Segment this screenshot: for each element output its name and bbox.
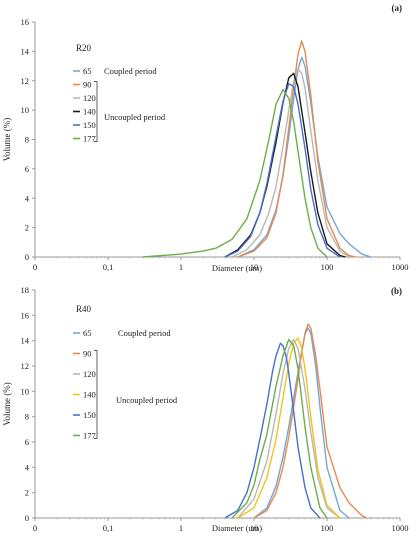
series-line-90 [237, 40, 357, 258]
legend-entry-65: 65 [83, 328, 92, 338]
y-tick-label: 6 [25, 164, 29, 174]
x-axis-label: Diameter (um) [212, 263, 262, 273]
x-tick-label: 0,1 [103, 523, 114, 533]
chart-panel-b: 0 2 4 6 8 10 12 14 16 18 0 0,1 1 10 100 1000 Volume (%) D… [2, 285, 409, 533]
legend-bracket [94, 81, 98, 142]
series-line-150 [224, 83, 341, 258]
y-tick-label: 12 [21, 76, 30, 86]
x-tick-label: 10 [250, 523, 259, 533]
y-tick-label: 8 [25, 412, 29, 422]
x-tick-label: 0 [33, 523, 37, 533]
series-line-177 [231, 338, 328, 519]
x-tick-label: 0,1 [103, 262, 114, 272]
panel-label: (a) [392, 3, 403, 13]
x-tick-label: 100 [321, 523, 334, 533]
legend-entry-120: 120 [83, 93, 96, 103]
x-tick-label: 1000 [392, 262, 409, 272]
panel-label: (b) [391, 286, 402, 296]
y-tick-label: 4 [25, 193, 30, 203]
series-line-90 [253, 323, 368, 519]
series-line-120 [231, 68, 350, 258]
series-line-120 [237, 338, 341, 519]
legend-entry-150: 150 [83, 120, 96, 130]
legend-entry-65: 65 [83, 66, 92, 76]
legend-group-label: R20 [76, 43, 92, 53]
x-tick-label: 100 [321, 262, 334, 272]
legend-bracket [94, 350, 98, 439]
legend-uncoupled-label: Uncoupled period [104, 112, 166, 122]
legend-entry-150: 150 [83, 410, 96, 420]
chart-panel-a: 0 2 4 6 8 10 12 14 16 0 0,1 1 10 100 1000 Volume (%) Dia… [2, 3, 409, 273]
y-tick-label: 6 [25, 437, 29, 447]
legend-entry-177: 177 [83, 431, 96, 441]
y-tick-label: 18 [21, 285, 30, 295]
series-line-150 [224, 342, 321, 519]
y-tick-label: 10 [21, 386, 30, 396]
y-tick-label: 0 [25, 513, 29, 523]
x-tick-label: 0 [33, 262, 37, 272]
legend-entry-177: 177 [83, 134, 96, 144]
series-line-140 [237, 337, 341, 519]
legend-uncoupled-label: Uncoupled period [116, 395, 178, 405]
y-tick-label: 12 [21, 361, 30, 371]
y-tick-label: 10 [21, 105, 30, 115]
x-axis-label: Diameter (um) [212, 523, 262, 533]
x-tick-label: 1 [179, 262, 183, 272]
y-tick-label: 0 [25, 252, 29, 262]
series-line-177 [142, 88, 328, 258]
y-axis-label: Volume (%) [2, 382, 12, 426]
legend-entry-120: 120 [83, 369, 96, 379]
x-tick-label: 1 [179, 523, 183, 533]
y-axis-label: Volume (%) [2, 118, 12, 162]
legend-group-label: R40 [76, 304, 92, 314]
x-tick-label: 1000 [392, 523, 409, 533]
y-tick-label: 2 [25, 488, 29, 498]
y-tick-label: 16 [21, 310, 30, 320]
y-tick-label: 16 [21, 17, 30, 27]
y-tick-label: 4 [25, 462, 30, 472]
legend-entry-90: 90 [83, 349, 92, 359]
y-tick-label: 14 [21, 46, 30, 56]
legend-coupled-label: Coupled period [118, 328, 171, 338]
legend-entry-140: 140 [83, 390, 96, 400]
legend-entry-90: 90 [83, 80, 92, 90]
y-tick-label: 8 [25, 135, 29, 145]
x-tick-label: 10 [250, 262, 259, 272]
series-line-65 [237, 56, 372, 258]
y-tick-label: 2 [25, 223, 29, 233]
legend-coupled-label: Coupled period [104, 66, 157, 76]
y-tick-label: 14 [21, 336, 30, 346]
legend-entry-140: 140 [83, 107, 96, 117]
